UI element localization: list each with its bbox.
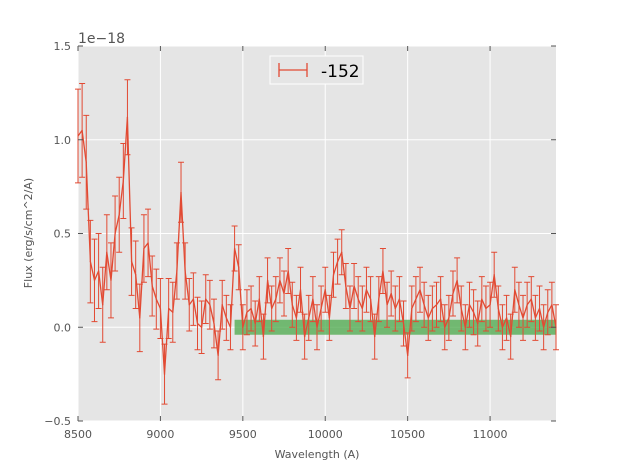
legend-label: -152 [321,62,360,82]
y-tick-label: 0.0 [54,321,72,334]
legend-swatch [278,63,308,77]
y-tick-label: 1.0 [54,134,72,147]
x-tick-label: 11000 [473,428,508,441]
x-tick-label: 8500 [64,428,92,441]
y-tick-label: 0.5 [54,228,72,241]
y-axis-label: Flux (erg/s/cm^2/A) [22,178,35,288]
series-lines [77,116,557,375]
legend: -152 [269,55,364,85]
y-offset-label: 1e−18 [78,31,125,47]
x-tick-label: 10000 [308,428,343,441]
y-tick-label: 1.5 [54,40,72,53]
grid [77,45,556,422]
x-axis: 8500 9000 9500 10000 10500 11000 [64,46,508,441]
y-axis: −0.5 0.0 0.5 1.0 1.5 [44,40,556,428]
series-line [77,116,557,375]
x-axis-label: Wavelength (A) [275,448,360,461]
x-tick-label: 9000 [146,428,174,441]
y-tick-label: −0.5 [44,415,71,428]
x-tick-label: 9500 [229,428,257,441]
x-tick-label: 10500 [390,428,425,441]
